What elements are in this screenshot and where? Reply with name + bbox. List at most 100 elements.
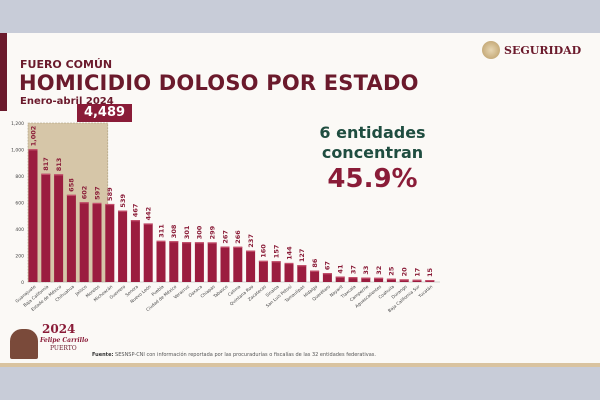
accent-strip (0, 33, 7, 111)
subtitle: Enero-abril 2024 (20, 96, 114, 107)
y-tick-label: 1,000 (11, 148, 24, 154)
callout-line1: 6 entidades (319, 123, 426, 142)
bar-cap (169, 241, 179, 243)
bar-value-label: 267 (221, 230, 229, 244)
divider (0, 363, 600, 367)
bar (310, 270, 320, 282)
bar (169, 241, 179, 282)
y-tick-label: 400 (15, 227, 24, 233)
bar-value-label: 157 (273, 245, 281, 259)
callout: 6 entidades concentran 45.9% (300, 123, 445, 195)
bar-value-label: 32 (375, 266, 383, 275)
bar (41, 173, 51, 282)
brand-year: 2024 (42, 322, 76, 336)
source-note: Fuente: SESNSP-CNI con información repor… (92, 352, 376, 359)
bar-value-label: 144 (285, 246, 293, 260)
bar-cap (425, 280, 435, 282)
bar-cap (194, 242, 204, 244)
bar (79, 202, 89, 282)
slide: FUERO COMÚN HOMICIDIO DOLOSO POR ESTADO … (0, 33, 600, 367)
bar (92, 202, 102, 282)
bar-value-label: 658 (68, 178, 76, 192)
bar-cap (258, 260, 268, 262)
bar (182, 242, 192, 282)
bar-value-label: 299 (209, 225, 217, 239)
logo-text: SEGURIDAD (504, 43, 582, 57)
portrait-icon (10, 329, 38, 359)
bar-value-label: 33 (362, 266, 370, 275)
bar-value-label: 817 (42, 157, 50, 171)
bar (194, 242, 204, 282)
bar-value-label: 127 (298, 249, 306, 263)
bar (118, 210, 128, 282)
bar-value-label: 237 (247, 234, 255, 248)
bar (156, 240, 166, 282)
bar-value-label: 160 (260, 244, 268, 258)
bar-value-label: 1,002 (29, 126, 37, 147)
bar-value-label: 311 (157, 224, 165, 238)
bar-cap (66, 194, 76, 197)
bar (54, 174, 64, 282)
bar-cap (271, 261, 281, 263)
bar (246, 250, 256, 282)
source-text: SESNSP-CNI con información reportada por… (113, 352, 376, 358)
bar-cap (412, 279, 422, 281)
bar (271, 261, 281, 282)
bar-value-label: 17 (413, 268, 421, 277)
bar-cap (41, 173, 51, 175)
bar (28, 149, 38, 282)
bar-value-label: 467 (132, 204, 140, 218)
bar (322, 273, 332, 282)
bar (335, 276, 345, 282)
bar-value-label: 539 (119, 194, 127, 208)
bar (374, 277, 384, 282)
bar-value-label: 301 (183, 225, 191, 239)
highlight-total: 4,489 (77, 104, 132, 122)
bar-value-label: 67 (324, 261, 332, 270)
callout-line2: concentran (321, 143, 424, 162)
bar-cap (220, 246, 230, 248)
bar-cap (130, 220, 140, 222)
bar-cap (284, 262, 294, 265)
bar (233, 246, 243, 282)
seal-icon (482, 41, 500, 59)
bar-cap (335, 276, 345, 278)
bar-cap (233, 246, 243, 248)
bar-cap (105, 203, 115, 206)
bar-value-label: 300 (196, 225, 204, 239)
bar (105, 203, 115, 282)
bar (361, 277, 371, 282)
kicker: FUERO COMÚN (20, 58, 113, 71)
bar-cap (92, 202, 102, 205)
bar-value-label: 86 (311, 258, 319, 268)
bar (143, 223, 153, 282)
bar-cap (79, 202, 89, 204)
anniversary-logo: 2024 Felipe Carrillo PUERTO (10, 323, 90, 361)
bar-cap (182, 242, 192, 244)
bar-value-label: 442 (145, 207, 153, 221)
bar-cap (361, 277, 371, 279)
bar-cap (118, 210, 128, 212)
bar-cap (156, 240, 166, 242)
bar (258, 260, 268, 282)
bar-cap (207, 242, 217, 244)
bar-cap (399, 279, 409, 281)
page-title: HOMICIDIO DOLOSO POR ESTADO (19, 71, 419, 95)
bar-cap (322, 273, 332, 275)
bar-value-label: 602 (81, 186, 89, 200)
bar-value-label: 37 (349, 265, 357, 274)
bar-value-label: 20 (401, 267, 409, 277)
bar (207, 242, 217, 282)
bar-cap (54, 174, 64, 176)
bar-cap (297, 265, 307, 267)
bar-cap (374, 277, 384, 279)
bar (399, 279, 409, 282)
bar (284, 262, 294, 282)
y-tick-label: 1,200 (11, 121, 24, 127)
y-tick-label: 0 (21, 280, 24, 286)
bar-value-label: 15 (426, 267, 434, 277)
bar-cap (246, 250, 256, 252)
bar-cap (348, 277, 358, 279)
bar-cap (143, 223, 153, 225)
